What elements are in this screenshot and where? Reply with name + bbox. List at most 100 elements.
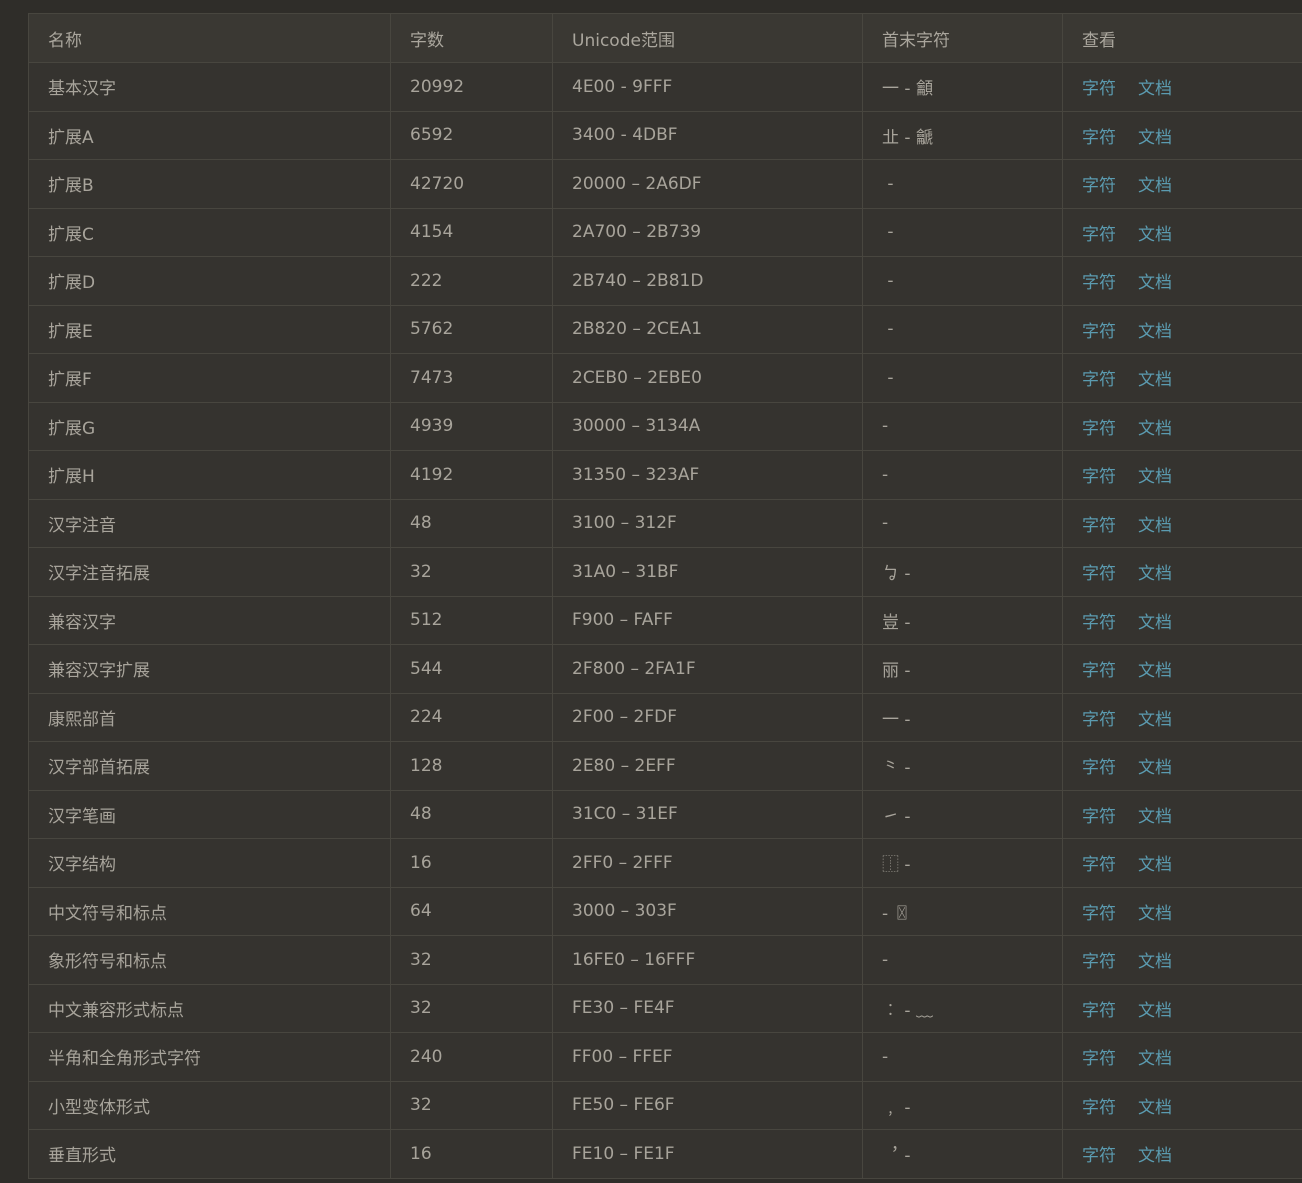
cell-count: 32: [391, 936, 553, 985]
view-chars-link[interactable]: 字符: [1082, 613, 1116, 633]
cell-first-last-chars: ⺀ -: [863, 742, 1063, 791]
view-chars-link[interactable]: 字符: [1082, 564, 1116, 584]
cell-range: 2F800 – 2FA1F: [553, 645, 863, 694]
view-docs-link[interactable]: 文档: [1138, 807, 1172, 827]
view-chars-link[interactable]: 字符: [1082, 419, 1116, 439]
cell-count: 48: [391, 499, 553, 548]
cell-first-last-chars: -: [863, 499, 1063, 548]
view-chars-link[interactable]: 字符: [1082, 807, 1116, 827]
view-chars-link[interactable]: 字符: [1082, 176, 1116, 196]
table-row: 扩展H 4192 31350 – 323AF - 字符 文档: [29, 451, 1302, 500]
cell-view-links: 字符 文档: [1063, 596, 1302, 645]
view-docs-link[interactable]: 文档: [1138, 613, 1172, 633]
cell-count: 512: [391, 596, 553, 645]
view-chars-link[interactable]: 字符: [1082, 710, 1116, 730]
view-docs-link[interactable]: 文档: [1138, 419, 1172, 439]
cell-view-links: 字符 文档: [1063, 936, 1302, 985]
view-docs-link[interactable]: 文档: [1138, 176, 1172, 196]
cell-range: 16FE0 – 16FFF: [553, 936, 863, 985]
view-docs-link[interactable]: 文档: [1138, 467, 1172, 487]
view-chars-link[interactable]: 字符: [1082, 661, 1116, 681]
view-chars-link[interactable]: 字符: [1082, 855, 1116, 875]
cell-range: 2A700 – 2B739: [553, 208, 863, 257]
view-chars-link[interactable]: 字符: [1082, 1001, 1116, 1021]
view-docs-link[interactable]: 文档: [1138, 370, 1172, 390]
view-docs-link[interactable]: 文档: [1138, 710, 1172, 730]
view-docs-link[interactable]: 文档: [1138, 516, 1172, 536]
table-row: 扩展E 5762 2B820 – 2CEA1 𫠠 - 𬺡 字符 文档: [29, 305, 1302, 354]
view-docs-link[interactable]: 文档: [1138, 1049, 1172, 1069]
view-chars-link[interactable]: 字符: [1082, 952, 1116, 972]
cell-range: F900 – FAFF: [553, 596, 863, 645]
view-chars-link[interactable]: 字符: [1082, 79, 1116, 99]
cell-name: 兼容汉字扩展: [29, 645, 391, 694]
cell-range: 2B740 – 2B81D: [553, 257, 863, 306]
table-row: 小型变体形式 32 FE50 – FE6F ﹐ - 字符 文档: [29, 1081, 1302, 1130]
view-chars-link[interactable]: 字符: [1082, 322, 1116, 342]
cell-first-last-chars: ︰ - ﹏: [863, 984, 1063, 1033]
view-docs-link[interactable]: 文档: [1138, 952, 1172, 972]
cell-name: 基本汉字: [29, 63, 391, 112]
cell-view-links: 字符 文档: [1063, 1081, 1302, 1130]
table-row: 垂直形式 16 FE10 – FE1F ︐ - 字符 文档: [29, 1130, 1302, 1179]
cell-first-last-chars: ⼀ -: [863, 693, 1063, 742]
view-chars-link[interactable]: 字符: [1082, 128, 1116, 148]
cell-first-last-chars: 𬺰 - 𮯠: [863, 354, 1063, 403]
view-docs-link[interactable]: 文档: [1138, 564, 1172, 584]
cell-view-links: 字符 文档: [1063, 742, 1302, 791]
table-row: 汉字注音拓展 32 31A0 – 31BF ㆠ - 字符 文档: [29, 548, 1302, 597]
cell-count: 128: [391, 742, 553, 791]
view-chars-link[interactable]: 字符: [1082, 758, 1116, 778]
cell-range: 2FF0 – 2FFF: [553, 839, 863, 888]
view-chars-link[interactable]: 字符: [1082, 1146, 1116, 1166]
cell-view-links: 字符 文档: [1063, 208, 1302, 257]
cell-count: 32: [391, 984, 553, 1033]
view-docs-link[interactable]: 文档: [1138, 855, 1172, 875]
view-chars-link[interactable]: 字符: [1082, 1049, 1116, 1069]
cell-range: 31C0 – 31EF: [553, 790, 863, 839]
view-docs-link[interactable]: 文档: [1138, 128, 1172, 148]
table-row: 兼容汉字 512 F900 – FAFF 豈 - 字符 文档: [29, 596, 1302, 645]
cell-first-last-chars: -: [863, 936, 1063, 985]
cell-count: 16: [391, 1130, 553, 1179]
view-docs-link[interactable]: 文档: [1138, 904, 1172, 924]
table-row: 康熙部首 224 2F00 – 2FDF ⼀ - 字符 文档: [29, 693, 1302, 742]
view-chars-link[interactable]: 字符: [1082, 225, 1116, 245]
view-docs-link[interactable]: 文档: [1138, 758, 1172, 778]
view-chars-link[interactable]: 字符: [1082, 516, 1116, 536]
view-docs-link[interactable]: 文档: [1138, 273, 1172, 293]
cell-view-links: 字符 文档: [1063, 645, 1302, 694]
cell-range: 31A0 – 31BF: [553, 548, 863, 597]
view-chars-link[interactable]: 字符: [1082, 1098, 1116, 1118]
column-header-count: 字数: [391, 14, 553, 63]
cell-first-last-chars: ㇀ -: [863, 790, 1063, 839]
cell-count: 16: [391, 839, 553, 888]
view-docs-link[interactable]: 文档: [1138, 661, 1172, 681]
cell-first-last-chars: 㐀 - 䶵: [863, 111, 1063, 160]
cell-count: 4939: [391, 402, 553, 451]
view-docs-link[interactable]: 文档: [1138, 79, 1172, 99]
cell-count: 32: [391, 1081, 553, 1130]
view-docs-link[interactable]: 文档: [1138, 1001, 1172, 1021]
cell-name: 垂直形式: [29, 1130, 391, 1179]
cell-first-last-chars: 一 - 龥: [863, 63, 1063, 112]
cell-name: 中文兼容形式标点: [29, 984, 391, 1033]
view-chars-link[interactable]: 字符: [1082, 467, 1116, 487]
cell-name: 汉字部首拓展: [29, 742, 391, 791]
cell-first-last-chars: ㆠ -: [863, 548, 1063, 597]
table-row: 中文兼容形式标点 32 FE30 – FE4F ︰ - ﹏ 字符 文档: [29, 984, 1302, 1033]
cell-count: 32: [391, 548, 553, 597]
view-chars-link[interactable]: 字符: [1082, 904, 1116, 924]
view-docs-link[interactable]: 文档: [1138, 322, 1172, 342]
cell-view-links: 字符 文档: [1063, 305, 1302, 354]
cell-view-links: 字符 文档: [1063, 451, 1302, 500]
cell-name: 汉字笔画: [29, 790, 391, 839]
cell-count: 222: [391, 257, 553, 306]
view-docs-link[interactable]: 文档: [1138, 1098, 1172, 1118]
cell-name: 扩展C: [29, 208, 391, 257]
view-chars-link[interactable]: 字符: [1082, 370, 1116, 390]
view-docs-link[interactable]: 文档: [1138, 1146, 1172, 1166]
view-docs-link[interactable]: 文档: [1138, 225, 1172, 245]
view-chars-link[interactable]: 字符: [1082, 273, 1116, 293]
cell-count: 42720: [391, 160, 553, 209]
